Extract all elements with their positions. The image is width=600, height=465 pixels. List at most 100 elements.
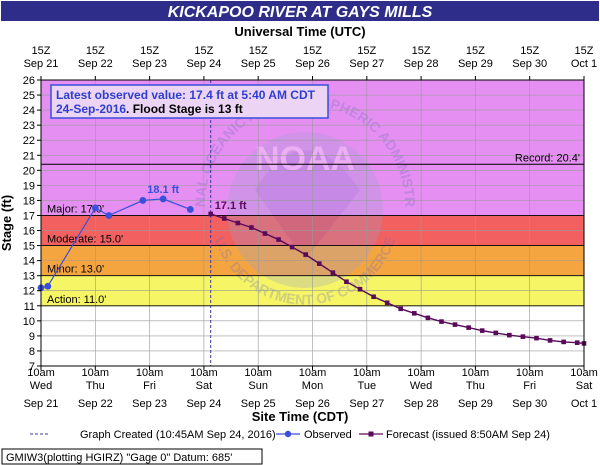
observed-point: [105, 212, 113, 219]
bottom-tick-date: Sep 23: [132, 398, 167, 410]
y-tick-label: 19: [23, 180, 35, 192]
top-tick-date: Sep 21: [24, 58, 59, 70]
y-tick-label: 13: [23, 271, 35, 283]
forecast-point: [371, 294, 376, 300]
bottom-tick-date: Oct 1: [571, 398, 597, 410]
bottom-tick-time: 10am: [516, 367, 544, 379]
top-tick-label: 15Z: [466, 45, 485, 57]
svg-text:24-Sep-2016. Flood Stage is 13: 24-Sep-2016. Flood Stage is 13 ft: [56, 102, 243, 116]
top-tick-label: 15Z: [303, 45, 322, 57]
bottom-tick-date: Sep 24: [186, 398, 221, 410]
bottom-tick-time: 10am: [82, 367, 110, 379]
bottom-tick-time: 10am: [136, 367, 164, 379]
bottom-tick-day: Sat: [576, 380, 593, 392]
chart-title: KICKAPOO RIVER AT GAYS MILLS: [168, 4, 433, 21]
top-tick-label: 15Z: [575, 45, 594, 57]
forecast-point: [208, 211, 213, 217]
info-line-2-rest: . Flood Stage is 13 ft: [126, 102, 243, 116]
bottom-tick-date: Sep 27: [349, 398, 384, 410]
observed-peak-label: 18.1 ft: [147, 184, 179, 196]
legend: Graph Created (10:45AM Sep 24, 2016) Obs…: [30, 429, 550, 441]
zone-labels: Major: 17.0' Moderate: 15.0' Minor: 13.0' A…: [47, 152, 580, 305]
bottom-tick-date: Sep 29: [458, 398, 493, 410]
y-tick-label: 9: [29, 331, 35, 343]
forecast-point: [547, 338, 553, 343]
forecast-point: [398, 306, 404, 312]
top-tick-label: 15Z: [140, 45, 159, 57]
forecast-point: [303, 252, 309, 257]
forecast-point: [439, 319, 444, 324]
top-tick-label: 15Z: [194, 45, 213, 57]
footer-text: GMIW3(plotting HGIRZ) "Gage 0" Datum: 68…: [6, 452, 232, 464]
watermark-center: NOAA: [255, 140, 355, 178]
forecast-point: [316, 261, 322, 266]
observed-point: [139, 197, 147, 204]
zone-label-minor: Minor: 13.0': [47, 264, 104, 276]
y-axis-title: Stage (ft): [0, 195, 14, 251]
x-axis-title: Site Time (CDT): [252, 409, 349, 424]
observed-point: [91, 204, 99, 212]
top-tick-date: Sep 25: [241, 58, 276, 70]
forecast-point: [235, 220, 241, 226]
top-tick-label: 15Z: [86, 45, 105, 57]
zone-label-moderate: Moderate: 15.0': [47, 234, 123, 246]
bottom-tick-day: Thu: [466, 380, 485, 392]
top-tick-date: Sep 24: [186, 58, 221, 70]
forecast-point: [357, 286, 363, 292]
y-tick-label: 26: [23, 75, 35, 87]
top-tick-date: Sep 27: [349, 58, 384, 70]
bottom-tick-date: Sep 26: [295, 398, 330, 410]
forecast-point: [534, 335, 539, 341]
bottom-tick-day: Tue: [358, 380, 377, 392]
bottom-tick-day: Fri: [143, 380, 156, 392]
record-label: Record: 20.4': [515, 152, 580, 164]
bottom-tick-date: Sep 30: [512, 398, 547, 410]
bottom-tick-time: 10am: [27, 367, 55, 379]
legend-forecast-marker: [368, 431, 374, 437]
info-line-2-date: 24-Sep-2016: [56, 102, 126, 116]
y-tick-label: 18: [23, 195, 35, 207]
forecast-point: [289, 244, 295, 250]
observed-point: [186, 206, 194, 213]
observed-point: [159, 195, 167, 203]
legend-graph-created: Graph Created (10:45AM Sep 24, 2016): [80, 429, 276, 441]
y-tick-label: 24: [23, 105, 35, 117]
zone-label-major: Major: 17.0': [47, 203, 104, 215]
observed-point: [44, 282, 52, 290]
y-tick-label: 10: [23, 316, 35, 328]
top-tick-date: Sep 23: [132, 58, 167, 70]
forecast-point: [249, 225, 254, 230]
forecast-point: [344, 279, 349, 285]
top-axis-title: Universal Time (UTC): [234, 24, 365, 39]
bottom-tick-day: Thu: [86, 380, 105, 392]
forecast-point: [384, 300, 390, 306]
bottom-tick-day: Sun: [248, 380, 268, 392]
forecast-point: [221, 216, 227, 221]
info-box: Latest observed value: 17.4 ft at 5:40 A…: [50, 84, 329, 119]
y-tick-label: 20: [23, 165, 35, 177]
y-tick-label: 7: [29, 361, 35, 373]
bottom-tick-time: 10am: [570, 367, 598, 379]
y-axis: 7 8 9 10 11 12 13 14 15 16 17 18 19 20 21 22 23 24 25 26: [23, 75, 41, 373]
bottom-tick-date: Sep 28: [404, 398, 439, 410]
bottom-tick-time: 10am: [353, 367, 381, 379]
y-tick-label: 12: [23, 286, 35, 298]
forecast-point: [330, 270, 336, 275]
bottom-tick-time: 10am: [299, 367, 327, 379]
info-line-1: Latest observed value: 17.4 ft at 5:40 A…: [56, 88, 316, 102]
bottom-tick-day: Sat: [196, 380, 213, 392]
y-tick-label: 22: [23, 135, 35, 147]
forecast-point: [520, 334, 526, 339]
forecast-point: [479, 328, 485, 333]
top-tick-label: 15Z: [412, 45, 431, 57]
y-tick-label: 23: [23, 120, 35, 132]
top-tick-date: Oct 1: [571, 58, 597, 70]
bottom-tick-day: Mon: [302, 380, 323, 392]
legend-observed: Observed: [304, 429, 352, 441]
bottom-tick-time: 10am: [244, 367, 272, 379]
footer: GMIW3(plotting HGIRZ) "Gage 0" Datum: 68…: [1, 448, 263, 465]
y-tick-label: 8: [29, 346, 35, 358]
forecast-point: [425, 315, 431, 321]
y-tick-label: 16: [23, 226, 35, 238]
